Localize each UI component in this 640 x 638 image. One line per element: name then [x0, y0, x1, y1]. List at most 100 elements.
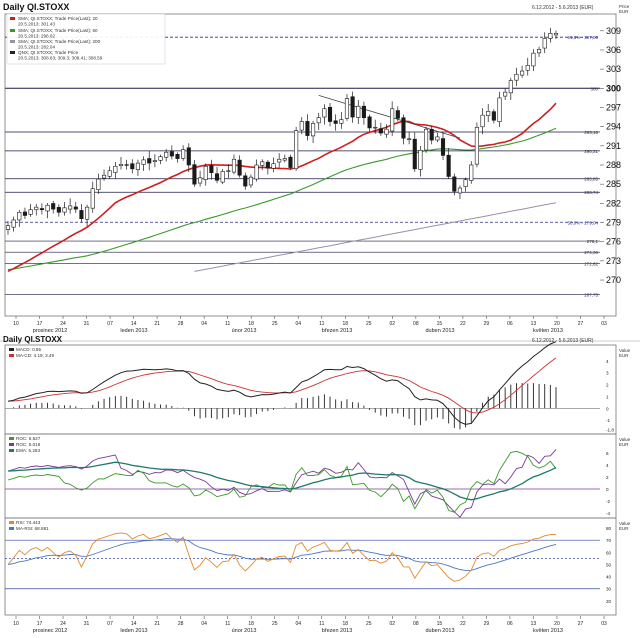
candle-body: [277, 158, 282, 163]
x-tick-label: 18: [342, 621, 348, 627]
trendline: [318, 94, 461, 139]
candle-body: [5, 225, 11, 230]
candle-body: [440, 138, 446, 156]
candle-body: [282, 158, 287, 161]
candle-body: [85, 206, 90, 220]
macd-y-tick-label: -1.8: [606, 428, 614, 433]
x-tick-label: 20: [554, 621, 560, 627]
macd-y-tick-label: 4: [606, 359, 609, 364]
x-tick-label: 03: [601, 621, 607, 627]
month-label: leden 2013: [120, 628, 147, 633]
x-tick-label: 02: [390, 621, 396, 627]
macd-legend-swatch: [9, 348, 14, 351]
top-date-range: 6.12.2012 - 5.6.2013 (EUR): [532, 5, 594, 11]
macd-panel-frame: [4, 344, 617, 435]
roc-legend-swatch: [9, 449, 14, 452]
month-label: leden 2013: [120, 328, 147, 334]
candle-body: [209, 165, 214, 173]
candle-body: [17, 211, 22, 221]
x-tick-label: 27: [578, 321, 584, 327]
candle-body: [356, 105, 361, 118]
legend-box: [6, 13, 166, 65]
candle-body: [175, 154, 180, 159]
roc-ema-line: [7, 461, 557, 501]
candle-body: [384, 128, 389, 135]
macd-corner-label: Value: [619, 348, 631, 353]
candle-body: [186, 147, 191, 166]
candle-body: [79, 210, 84, 219]
candle-body: [107, 170, 112, 177]
rsi-legend-label: MA-RSI: 68.881: [16, 526, 49, 531]
candle-body: [62, 207, 67, 213]
candle-body: [361, 105, 366, 119]
candle-body: [198, 177, 203, 184]
x-tick-label: 22: [460, 621, 466, 627]
x-tick-label: 06: [507, 321, 513, 327]
candle-body: [418, 150, 423, 170]
legend-label: SMA; QI.STOXX; Trade Price(Last); 60: [18, 28, 98, 33]
candle-body: [248, 176, 253, 186]
candle-body: [141, 159, 146, 165]
x-tick-label: 04: [295, 321, 301, 327]
candle-body: [118, 164, 124, 167]
price-level-label: 276,1: [587, 239, 599, 244]
bottom-chart-title: Daily QI.STOXX: [3, 335, 63, 344]
y-tick-label: 297: [606, 102, 621, 112]
candle-body: [316, 117, 321, 124]
legend-value: 20.5.2013: 282.04: [18, 45, 55, 50]
candle-body: [474, 126, 479, 165]
rsi-line: [7, 532, 556, 582]
candle-body: [401, 117, 406, 139]
roc-y-tick-label: 4: [606, 463, 609, 468]
candle-body: [22, 211, 27, 216]
x-tick-label: 08: [413, 621, 419, 627]
candle-body: [73, 206, 78, 210]
candle-body: [508, 80, 513, 94]
candle-body: [514, 73, 519, 81]
candle-body: [34, 206, 39, 211]
candle-body: [113, 165, 118, 173]
candle-body: [181, 149, 186, 159]
sma60-line: [7, 127, 557, 271]
x-tick-label: 08: [413, 321, 419, 327]
x-tick-label: 24: [60, 321, 66, 327]
rsi-y-tick-label: 60: [606, 550, 612, 555]
x-tick-label: 25: [366, 621, 372, 627]
candle-body: [520, 70, 525, 76]
price-level-label: 272,62: [584, 261, 598, 266]
candle-body: [56, 207, 61, 213]
rsi-y-tick-label: 30: [606, 587, 612, 592]
rsi-panel-frame: [4, 517, 617, 616]
candle-body: [254, 164, 259, 180]
x-axis: 10 17 24 31 07 14 21 28 04 11 18 25 04 11 18 25 02 08 15 22…: [13, 316, 607, 634]
x-tick-label: 11: [225, 321, 230, 327]
candle-body: [152, 160, 157, 163]
y-tick-label: 303: [606, 64, 621, 74]
candle-body: [531, 52, 536, 67]
rsi-y-tick-label: 80: [606, 526, 612, 531]
candle-body: [237, 159, 242, 176]
macd-y-tick-label: 3: [606, 371, 609, 376]
x-tick-label: 18: [342, 321, 348, 327]
candle-body: [101, 174, 107, 179]
x-tick-label: 11: [319, 621, 324, 627]
candle-body: [429, 128, 434, 141]
roc-panel-frame: [4, 433, 617, 519]
x-tick-label: 03: [601, 321, 607, 327]
y-tick-label: 279: [606, 218, 621, 228]
x-tick-label: 31: [84, 321, 90, 327]
candlestick-plot: 300 293,16 290,21 285,85 283,74 276,1 274,36 27…: [5, 26, 621, 297]
x-tick-label: 04: [295, 621, 301, 627]
x-tick-label: 24: [60, 621, 66, 627]
candle-body: [39, 208, 44, 211]
candle-body: [367, 116, 372, 129]
x-tick-label: 11: [319, 321, 324, 327]
x-tick-label: 31: [84, 621, 90, 627]
candle-body: [130, 163, 135, 170]
x-tick-label: 04: [201, 321, 207, 327]
legend-swatch: [10, 51, 15, 54]
candle-body: [457, 187, 463, 194]
candle-body: [51, 203, 56, 210]
x-tick-label: 07: [107, 321, 113, 327]
legend-swatch: [10, 17, 15, 20]
